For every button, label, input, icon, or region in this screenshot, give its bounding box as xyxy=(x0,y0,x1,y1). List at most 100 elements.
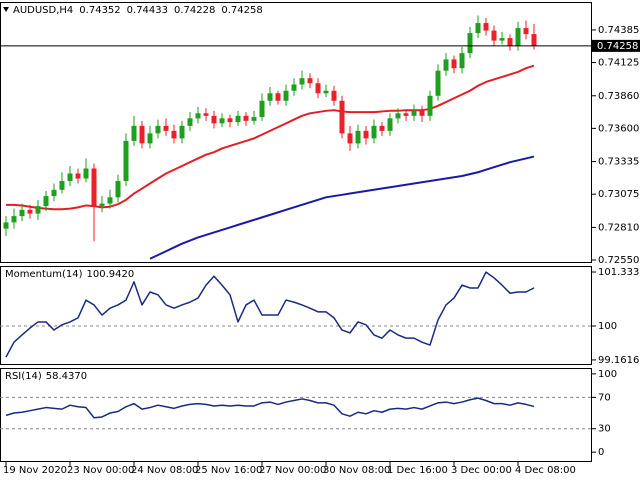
candle-body xyxy=(83,168,89,179)
ohlc-low: 0.74228 xyxy=(174,5,215,16)
candle-body xyxy=(363,130,369,139)
candle-body xyxy=(75,173,81,179)
candle-body xyxy=(291,84,297,91)
candle-body xyxy=(459,53,465,69)
y-tick-label: 0.73860 xyxy=(598,91,639,102)
y-tick-label: 100 xyxy=(598,321,617,332)
menu-arrow xyxy=(3,7,9,12)
y-tick-label: 0.73335 xyxy=(598,157,639,168)
candle-body xyxy=(203,113,209,116)
symbol: AUDUSD,H4 xyxy=(13,5,73,16)
candle-body xyxy=(107,197,113,204)
y-tick-label: 0.74125 xyxy=(598,58,639,69)
candle-body xyxy=(467,33,473,54)
candle-body xyxy=(323,90,329,94)
ohlc-open: 0.74352 xyxy=(79,5,120,16)
candle-body xyxy=(387,118,393,131)
y-tick-label: 0 xyxy=(598,447,604,458)
candle-body xyxy=(427,95,433,116)
candle-body xyxy=(315,83,321,94)
candle-body xyxy=(139,125,145,144)
candle-body xyxy=(531,34,537,46)
candle-body xyxy=(443,59,449,71)
indicator-value: 100.9420 xyxy=(87,269,135,280)
candle-body xyxy=(331,90,337,101)
candle-body xyxy=(43,196,49,207)
candle-body xyxy=(523,28,529,35)
y-tick-label: 0.72810 xyxy=(598,222,639,233)
candle-body xyxy=(475,23,481,34)
candle-body xyxy=(419,110,425,116)
candle-body xyxy=(451,59,457,69)
y-tick-label: 0.72550 xyxy=(598,255,639,266)
candle-body xyxy=(163,125,169,131)
panel-frame xyxy=(0,368,592,462)
x-tick-label: 1 Dec 16:00 xyxy=(387,465,448,476)
chart-title: AUDUSD,H4 0.74352 0.74433 0.74228 0.74258 xyxy=(13,5,263,16)
candle-body xyxy=(267,93,273,101)
ohlc-high: 0.74433 xyxy=(127,5,168,16)
y-tick-label: 0.73075 xyxy=(598,189,639,200)
candle-body xyxy=(227,118,233,123)
candle-body xyxy=(259,100,265,118)
candle-body xyxy=(483,23,489,31)
candle-body xyxy=(27,209,33,214)
candle-body xyxy=(219,118,225,124)
candle-body xyxy=(91,168,97,207)
candle-body xyxy=(147,133,153,144)
y-tick-label: 0.73600 xyxy=(598,123,639,134)
x-tick-label: 25 Nov 16:00 xyxy=(195,465,262,476)
indicator-line xyxy=(5,271,535,358)
x-tick-label: 4 Dec 08:00 xyxy=(515,465,576,476)
candle-body xyxy=(515,28,521,46)
candle-body xyxy=(211,115,217,124)
candle-body xyxy=(67,173,73,182)
y-tick-label: 30 xyxy=(598,424,611,435)
candle-body xyxy=(435,70,441,96)
candle-body xyxy=(19,209,25,217)
candle-body xyxy=(275,93,281,101)
y-tick-label: 100 xyxy=(598,369,617,380)
candle-body xyxy=(371,125,377,139)
x-tick-label: 24 Nov 08:00 xyxy=(131,465,198,476)
candle-body xyxy=(395,113,401,119)
y-tick-label: 101.3337 xyxy=(598,267,640,278)
candle-body xyxy=(491,30,497,41)
candle-body xyxy=(411,110,417,116)
panel-frame xyxy=(0,266,592,365)
candle-body xyxy=(235,115,241,123)
candle-body xyxy=(347,133,353,144)
y-tick-label: 70 xyxy=(598,392,611,403)
current-price-label: 0.74258 xyxy=(597,41,638,52)
x-tick-label: 23 Nov 00:00 xyxy=(67,465,134,476)
candle-body xyxy=(35,206,41,214)
candle-body xyxy=(195,113,201,119)
candle-body xyxy=(187,118,193,126)
x-tick-label: 27 Nov 00:00 xyxy=(259,465,326,476)
candle-body xyxy=(155,125,161,134)
candle-body xyxy=(339,100,345,134)
candle-body xyxy=(99,203,105,207)
x-tick-label: 19 Nov 2020 xyxy=(3,465,67,476)
candle-body xyxy=(403,113,409,116)
y-tick-label: 99.1616 xyxy=(598,355,639,366)
indicator-name: RSI(14) xyxy=(5,371,42,382)
candle-body xyxy=(59,181,65,190)
candle-body xyxy=(307,78,313,84)
candle-body xyxy=(499,38,505,41)
indicator-line xyxy=(5,397,535,419)
candle-body xyxy=(51,189,57,197)
candle-body xyxy=(115,181,121,198)
candle-body xyxy=(507,38,513,46)
candle-body xyxy=(3,222,9,229)
candle-body xyxy=(131,125,137,141)
indicator-name: Momentum(14) xyxy=(5,269,83,280)
candle-body xyxy=(299,78,305,85)
candle-body xyxy=(11,216,17,223)
indicator-value: 58.4370 xyxy=(46,371,87,382)
ohlc-close: 0.74258 xyxy=(221,5,262,16)
y-tick-label: 0.74385 xyxy=(598,25,639,36)
candle-body xyxy=(355,130,361,144)
